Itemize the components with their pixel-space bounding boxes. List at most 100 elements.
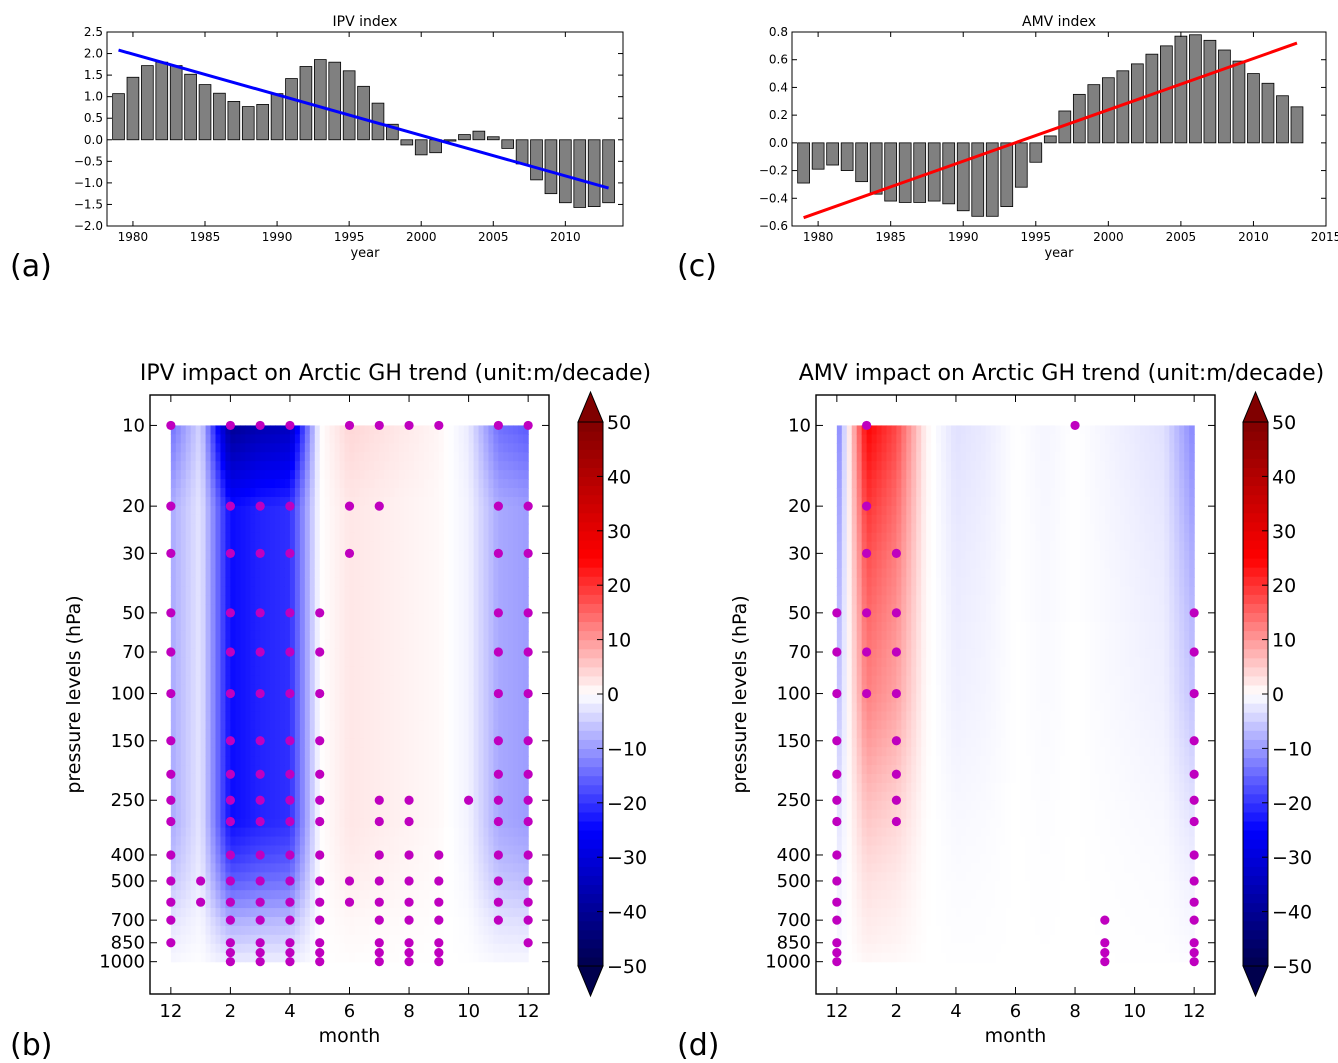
contour-cell xyxy=(265,425,271,435)
contour-cell xyxy=(418,773,425,784)
contour-cell xyxy=(289,604,296,614)
contour-cell xyxy=(359,425,365,435)
contour-cell xyxy=(319,622,326,632)
contour-cell xyxy=(443,916,450,927)
significance-dot xyxy=(225,876,235,886)
contour-cell xyxy=(473,693,480,704)
bar xyxy=(1000,142,1014,208)
contour-cell xyxy=(170,675,177,686)
contour-cell xyxy=(255,908,261,918)
contour-cell xyxy=(270,595,276,605)
contour-cell xyxy=(493,479,499,489)
contour-cell xyxy=(329,827,336,838)
contour-cell xyxy=(414,952,420,963)
contour-cell xyxy=(841,523,848,534)
x-tick-label: 12 xyxy=(159,1001,182,1022)
contour-cell xyxy=(364,693,370,704)
contour-cell xyxy=(513,657,519,668)
contour-cell xyxy=(846,702,853,713)
contour-cell xyxy=(463,443,470,453)
contour-cell xyxy=(404,693,410,704)
contour-cell xyxy=(265,443,271,453)
contour-cell xyxy=(280,514,286,525)
contour-cell xyxy=(349,720,356,730)
contour-cell xyxy=(354,496,361,507)
significance-dot xyxy=(196,897,206,907)
contour-cell xyxy=(508,586,514,596)
contour-cell xyxy=(354,684,361,695)
contour-cell xyxy=(394,899,400,909)
contour-cell xyxy=(195,514,202,525)
contour-cell xyxy=(399,648,405,659)
contour-cell xyxy=(339,693,346,704)
contour-cell xyxy=(404,630,410,641)
contour-cell xyxy=(443,568,450,578)
contour-cell xyxy=(513,461,519,471)
contour-cell xyxy=(364,461,370,471)
contour-cell xyxy=(473,470,480,480)
contour-cell xyxy=(304,568,311,578)
bar xyxy=(515,139,529,165)
contour-cell xyxy=(324,514,331,525)
contour-cell xyxy=(200,568,207,578)
contour-cell xyxy=(513,523,519,534)
bar xyxy=(1189,34,1202,144)
contour-cell xyxy=(225,541,231,552)
contour-cell xyxy=(215,916,222,927)
significance-dot xyxy=(225,608,235,618)
contour-cell xyxy=(205,836,212,847)
contour-cell xyxy=(175,854,182,864)
contour-cell xyxy=(846,809,853,820)
contour-cell xyxy=(334,586,341,596)
colorbar-segment xyxy=(578,857,603,867)
contour-cell xyxy=(270,532,276,543)
contour-cell xyxy=(846,586,853,596)
contour-cell xyxy=(195,630,202,641)
contour-cell xyxy=(518,630,524,641)
contour-cell xyxy=(195,639,202,650)
contour-cell xyxy=(304,773,311,784)
contour-cell xyxy=(280,818,286,829)
contour-cell xyxy=(523,720,529,730)
contour-cell xyxy=(299,809,306,820)
contour-cell xyxy=(349,514,356,525)
contour-cell xyxy=(384,809,390,820)
contour-cell xyxy=(344,720,351,730)
contour-cell xyxy=(518,577,524,587)
contour-cell xyxy=(175,586,182,596)
contour-cell xyxy=(270,541,276,552)
x-tick-label: 1980 xyxy=(118,230,149,244)
contour-cell xyxy=(359,657,365,668)
contour-cell xyxy=(374,496,380,507)
contour-cell xyxy=(846,738,853,748)
contour-cell xyxy=(409,479,415,489)
contour-cell xyxy=(423,479,430,489)
contour-cell xyxy=(294,586,301,596)
contour-cell xyxy=(418,595,425,605)
contour-cell xyxy=(463,461,470,471)
contour-cell xyxy=(354,648,361,659)
contour-cell xyxy=(344,693,351,704)
contour-cell xyxy=(205,738,212,748)
contour-cell xyxy=(846,800,853,811)
contour-cell xyxy=(483,559,490,570)
contour-cell xyxy=(478,523,485,534)
contour-cell xyxy=(483,523,490,534)
contour-cell xyxy=(235,881,241,891)
contour-cell xyxy=(319,943,326,954)
contour-cell xyxy=(364,479,370,489)
contour-cell xyxy=(275,756,281,766)
contour-cell xyxy=(240,720,246,730)
trend-line xyxy=(803,41,1298,220)
contour-cell xyxy=(488,809,495,820)
contour-cell xyxy=(255,452,261,462)
contour-cell xyxy=(289,881,296,891)
contour-cell xyxy=(513,479,519,489)
contour-cell xyxy=(404,675,410,686)
contour-cell xyxy=(334,443,341,453)
contour-cell xyxy=(275,452,281,462)
contour-cell xyxy=(265,765,271,775)
contour-cell xyxy=(836,452,843,462)
contour-cell xyxy=(374,514,380,525)
contour-cell xyxy=(205,479,212,489)
